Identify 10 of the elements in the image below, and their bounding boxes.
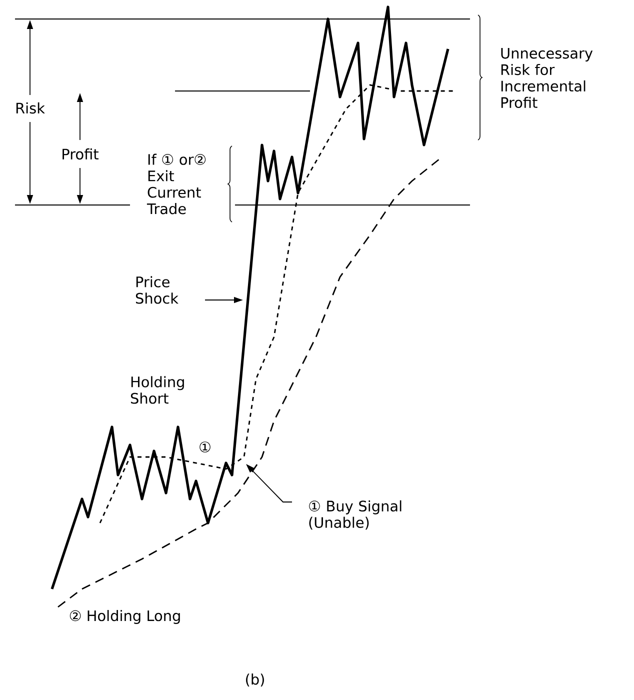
annotation: If ① or② Exit Current Trade (146, 154, 206, 214)
annotation: Price Shock (136, 276, 178, 304)
annotation: Holding Short (130, 376, 184, 404)
text: (b) (246, 674, 264, 686)
text: Risk (16, 102, 45, 114)
text: ② Holding Long (70, 610, 180, 624)
annotation: ① (200, 442, 210, 452)
text: Unnecessary Risk for Incremental Profit (501, 48, 593, 108)
annotation: ① Buy Signal (Unable) (309, 500, 402, 530)
annotation: Profit (62, 148, 99, 160)
